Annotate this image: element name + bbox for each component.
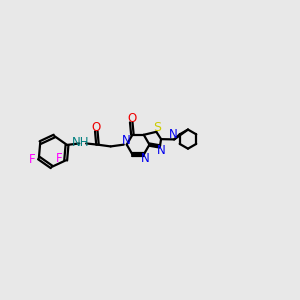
Text: F: F: [29, 153, 36, 166]
Text: O: O: [127, 112, 136, 124]
Text: N: N: [157, 144, 166, 158]
Text: O: O: [92, 121, 101, 134]
Text: N: N: [141, 152, 149, 165]
Text: N: N: [169, 128, 178, 141]
Text: F: F: [56, 152, 62, 165]
Text: N: N: [122, 134, 131, 147]
Text: NH: NH: [72, 136, 90, 149]
Text: S: S: [153, 121, 161, 134]
